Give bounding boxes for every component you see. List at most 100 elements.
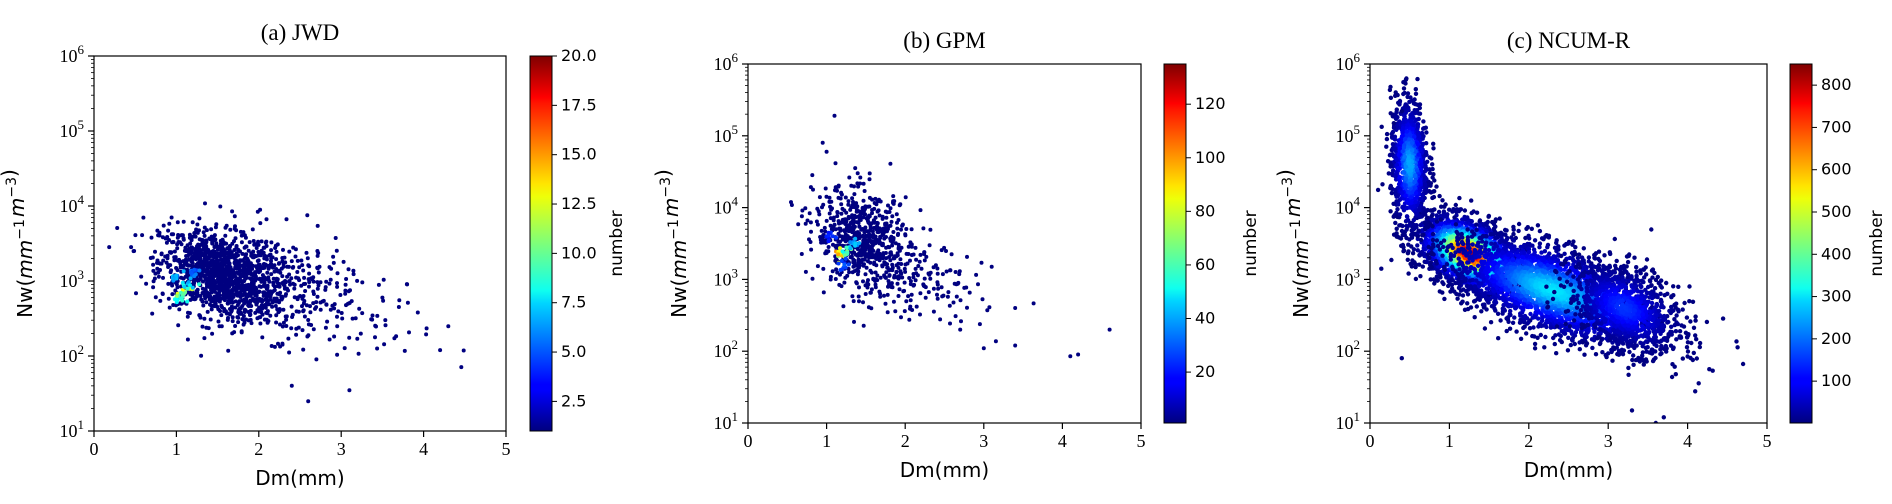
data-point [204, 268, 209, 272]
data-point [873, 215, 878, 220]
data-point [304, 250, 309, 255]
outlier-point [396, 305, 401, 309]
data-point [200, 238, 205, 243]
data-point [1440, 198, 1445, 203]
data-point [861, 263, 866, 268]
colorbar-tick-label: 12.5 [561, 194, 597, 213]
data-point [274, 320, 279, 325]
data-point [823, 229, 828, 234]
data-point [240, 263, 245, 268]
data-point [268, 297, 273, 302]
data-point [376, 282, 381, 287]
data-point [175, 220, 180, 225]
data-point [909, 227, 914, 232]
data-point [151, 285, 156, 290]
data-point [857, 299, 861, 304]
data-point [335, 324, 340, 329]
data-point [253, 297, 258, 302]
data-point [892, 256, 897, 261]
data-point [824, 218, 829, 223]
data-point [129, 245, 134, 250]
data-point [210, 331, 215, 336]
data-point [287, 279, 292, 284]
data-point [289, 326, 294, 331]
data-point [939, 248, 944, 253]
data-point [233, 299, 238, 304]
data-point [817, 212, 822, 217]
data-point [1431, 277, 1437, 282]
data-point [833, 161, 838, 166]
data-point [202, 233, 207, 238]
data-point [1428, 277, 1433, 282]
data-point [295, 258, 300, 263]
data-point [919, 266, 924, 271]
hotspot-point [846, 262, 851, 267]
data-point [840, 206, 845, 211]
hotspot-point [826, 239, 831, 244]
data-point [289, 304, 294, 309]
data-point [278, 344, 283, 349]
data-point [270, 300, 275, 305]
data-point [230, 209, 235, 214]
data-point [327, 265, 332, 270]
data-point [301, 268, 306, 273]
data-point [167, 238, 171, 242]
data-point [218, 275, 223, 280]
data-point [281, 247, 285, 252]
data-point [1474, 210, 1480, 215]
data-point [200, 291, 205, 295]
data-point [191, 282, 196, 287]
data-point [877, 238, 882, 243]
chart-title: (a) JWD [261, 20, 340, 45]
data-point [1457, 195, 1462, 201]
data-point [241, 270, 246, 275]
data-point [226, 269, 231, 274]
data-point [896, 246, 901, 251]
data-point [904, 227, 909, 231]
x-tick-label: 3 [337, 439, 346, 459]
data-point [166, 281, 171, 286]
data-point [235, 303, 240, 307]
data-point [221, 295, 226, 300]
data-point [896, 231, 901, 236]
data-point [282, 286, 287, 291]
data-point [207, 291, 212, 296]
y-tick-label: 103 [714, 265, 739, 289]
data-point [264, 217, 269, 222]
data-point [911, 272, 916, 276]
data-point [234, 251, 239, 256]
data-point [151, 262, 156, 267]
data-point [271, 280, 276, 285]
data-point [197, 243, 202, 248]
y-tick-label: 104 [60, 192, 85, 216]
outlier-point [1076, 352, 1081, 357]
x-tick-label: 1 [822, 431, 831, 451]
data-point [858, 175, 863, 180]
data-point [242, 301, 247, 306]
data-point [233, 224, 237, 229]
data-point [979, 260, 984, 265]
data-point [897, 287, 902, 292]
data-point [225, 257, 230, 262]
data-point [461, 348, 466, 353]
data-point [241, 230, 246, 235]
data-point [350, 316, 355, 321]
data-point [161, 223, 166, 228]
y-tick-label: 101 [60, 417, 85, 441]
data-point [195, 262, 200, 267]
data-point [335, 271, 340, 276]
data-point [863, 292, 868, 296]
data-point [843, 232, 848, 237]
outlier-point [824, 149, 829, 154]
data-point [269, 272, 274, 277]
data-point [951, 300, 956, 305]
data-point [229, 278, 233, 283]
data-point [324, 302, 329, 307]
data-point [839, 284, 844, 289]
data-point [875, 273, 880, 278]
data-point [824, 194, 829, 199]
outlier-point [141, 215, 146, 220]
data-point [922, 276, 927, 281]
data-point [1427, 232, 1432, 238]
x-tick-label: 1 [172, 439, 181, 459]
